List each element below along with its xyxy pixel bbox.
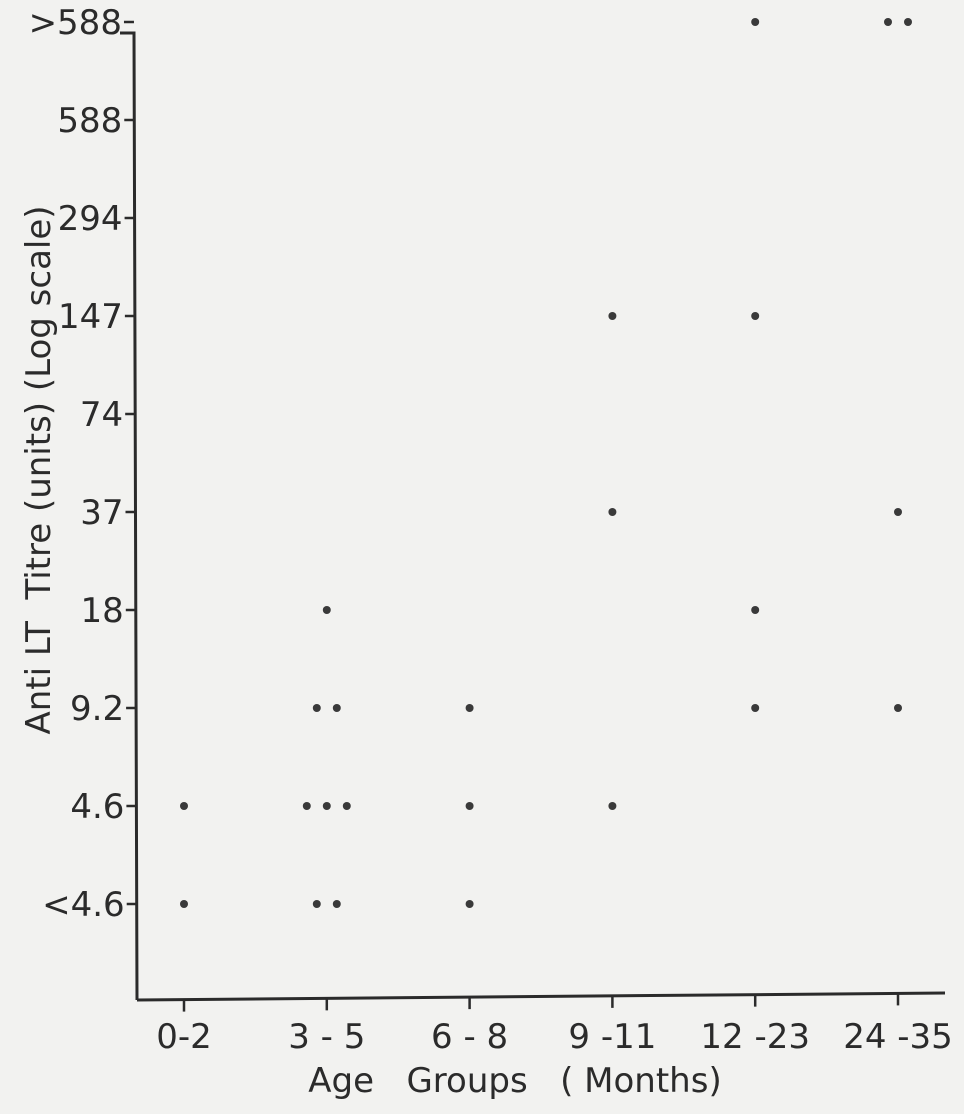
y-tick-label-9: 588 — [57, 101, 122, 141]
x-ticks: 0-2 3 - 5 6 - 8 9 -11 12 -23 24 -35 — [156, 993, 953, 1057]
point-0-2-4-6-1 — [180, 802, 188, 810]
point-3-5-18-1 — [322, 606, 331, 614]
x-tick-label-9-11: 9 -11 — [568, 1017, 656, 1057]
x-tick-label-6-8: 6 - 8 — [431, 1017, 508, 1057]
point-0-2-lt-4-6-1 — [180, 900, 188, 908]
point-24-35-gt-588-2 — [904, 18, 912, 26]
x-tick-label-24-35: 24 -35 — [843, 1017, 953, 1057]
point-9-11-37-1 — [608, 508, 617, 516]
y-tick-label-2: 4.6 — [70, 787, 124, 827]
y-tick-label-3: 9.2 — [70, 689, 124, 729]
axes — [120, 31, 946, 1002]
x-axis-line — [136, 991, 946, 1002]
point-3-5-lt-4-6-1 — [312, 900, 321, 908]
point-12-23-9-2-1 — [751, 704, 760, 712]
point-3-5-4-6-3 — [342, 802, 351, 810]
point-3-5-4-6-2 — [322, 802, 331, 810]
point-3-5-4-6-1 — [302, 802, 311, 810]
y-tick-label-6: 74 — [80, 395, 123, 435]
y-tick-label-5: 37 — [80, 493, 123, 533]
point-24-35-9-2-1 — [894, 704, 902, 712]
point-3-5-lt-4-6-2 — [332, 900, 341, 908]
y-tick-label-4: 18 — [81, 591, 124, 631]
x-tick-label-3-5: 3 - 5 — [288, 1017, 365, 1057]
point-6-8-4-6-1 — [465, 802, 474, 810]
point-12-23-gt-588-1 — [751, 18, 760, 26]
x-tick-label-12-23: 12 -23 — [700, 1017, 810, 1057]
point-9-11-4-6-1 — [608, 802, 617, 810]
x-tick-label-0-2: 0-2 — [156, 1017, 212, 1057]
point-6-8-9-2-1 — [465, 704, 474, 712]
point-12-23-147-1 — [751, 312, 760, 320]
point-3-5-9-2-2 — [332, 704, 341, 712]
y-axis-line — [120, 31, 139, 1001]
y-tick-label-7: 147 — [58, 297, 123, 337]
point-9-11-147-1 — [608, 312, 617, 320]
x-axis-title: Age Groups ( Months) — [308, 1061, 721, 1101]
point-24-35-37-1 — [894, 508, 902, 516]
data-points — [180, 18, 912, 908]
y-tick-label-10: >588 — [29, 3, 122, 43]
y-tick-label-1: <4.6 — [42, 885, 125, 925]
point-12-23-18-1 — [751, 606, 760, 614]
y-axis-title: Anti LT Titre (units) (Log scale) — [19, 205, 59, 734]
point-6-8-lt-4-6-1 — [465, 900, 474, 908]
point-24-35-gt-588-1 — [884, 18, 892, 26]
point-3-5-9-2-1 — [312, 704, 321, 712]
y-tick-label-8: 294 — [58, 199, 123, 239]
y-ticks: <4.6 4.6 9.2 18 37 74 147 294 588 >588 — [29, 3, 137, 925]
